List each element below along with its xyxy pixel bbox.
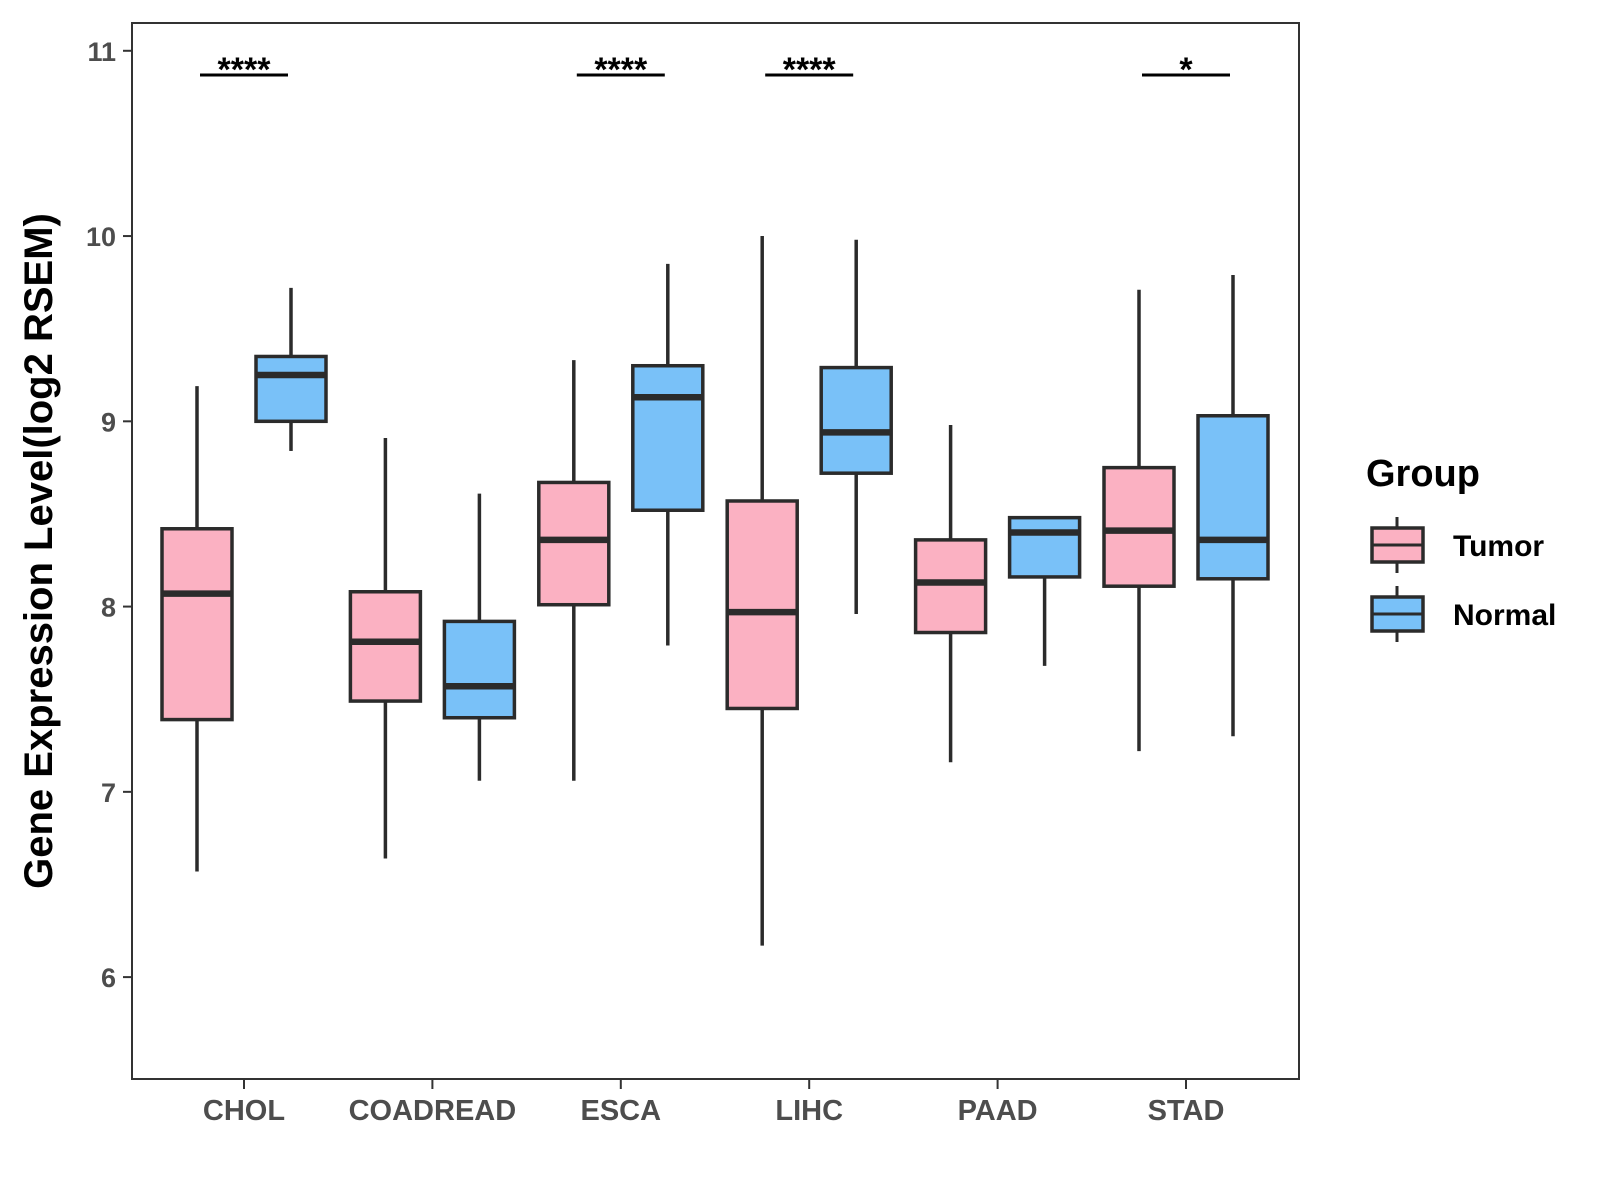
- legend-key-normal: [1370, 586, 1425, 642]
- box-iqr: [1196, 414, 1270, 581]
- legend-key-tumor: [1370, 517, 1425, 573]
- y-tick-label: 7: [101, 778, 116, 808]
- box-tumor: [348, 437, 423, 859]
- legend-entry-label: Tumor: [1453, 530, 1544, 563]
- x-tick-label: PAAD: [958, 1095, 1038, 1127]
- significance-label: *: [1179, 51, 1193, 89]
- box-iqr: [442, 619, 517, 720]
- x-tick-label: LIHC: [775, 1095, 843, 1127]
- box-iqr: [1007, 515, 1082, 579]
- box-normal: [254, 287, 328, 451]
- box-iqr: [537, 480, 611, 607]
- box-iqr: [254, 354, 328, 424]
- y-tick-label: 11: [87, 37, 116, 67]
- y-tick-label: 10: [86, 222, 116, 252]
- box-tumor: [1102, 289, 1176, 752]
- legend: Group Tumor Normal: [1366, 453, 1556, 642]
- legend-title: Group: [1366, 453, 1480, 495]
- box-normal: [819, 239, 893, 614]
- box-tumor: [537, 360, 611, 781]
- box-layer: [160, 236, 1270, 946]
- box-tumor: [913, 425, 988, 763]
- significance-layer: **** **** **** *: [200, 51, 1230, 89]
- x-tick-label: COADREAD: [349, 1095, 517, 1127]
- box-iqr: [348, 590, 423, 703]
- box-tumor: [160, 386, 234, 872]
- box-iqr: [160, 527, 234, 722]
- box-normal: [631, 263, 705, 646]
- box-normal: [442, 493, 517, 781]
- box-normal: [1007, 515, 1082, 666]
- box-iqr: [913, 538, 988, 635]
- significance-label: ****: [594, 51, 648, 89]
- x-tick-label: STAD: [1148, 1095, 1225, 1127]
- box-iqr: [631, 363, 705, 512]
- box-iqr: [1102, 465, 1176, 588]
- y-axis: 6 7 8 9 10 11: [86, 37, 132, 993]
- x-tick-label: CHOL: [203, 1095, 285, 1127]
- significance-label: ****: [218, 51, 272, 89]
- x-axis: CHOL COADREAD ESCA LIHC PAAD STAD: [203, 1079, 1224, 1127]
- box-iqr: [725, 499, 799, 711]
- box-normal: [1196, 274, 1270, 737]
- y-tick-label: 9: [101, 407, 116, 437]
- y-tick-label: 8: [101, 593, 116, 623]
- legend-entry-label: Normal: [1453, 599, 1556, 632]
- significance-label: ****: [783, 51, 837, 89]
- y-axis-title: Gene Expression Level(log2 RSEM): [17, 213, 61, 889]
- x-tick-label: ESCA: [581, 1095, 662, 1127]
- y-tick-label: 6: [101, 963, 116, 993]
- box-iqr: [819, 365, 893, 475]
- box-tumor: [725, 236, 799, 946]
